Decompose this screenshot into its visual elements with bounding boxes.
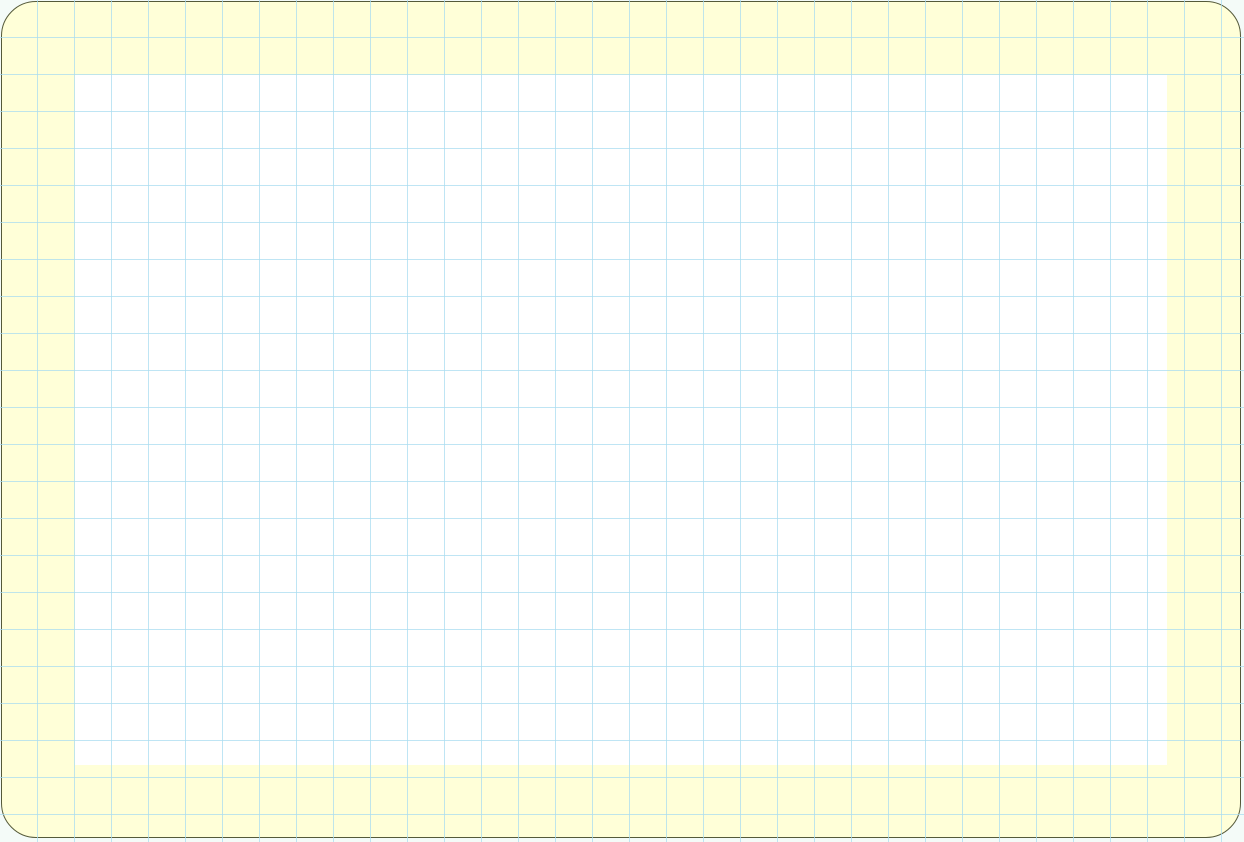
drawing-area <box>75 75 1167 765</box>
